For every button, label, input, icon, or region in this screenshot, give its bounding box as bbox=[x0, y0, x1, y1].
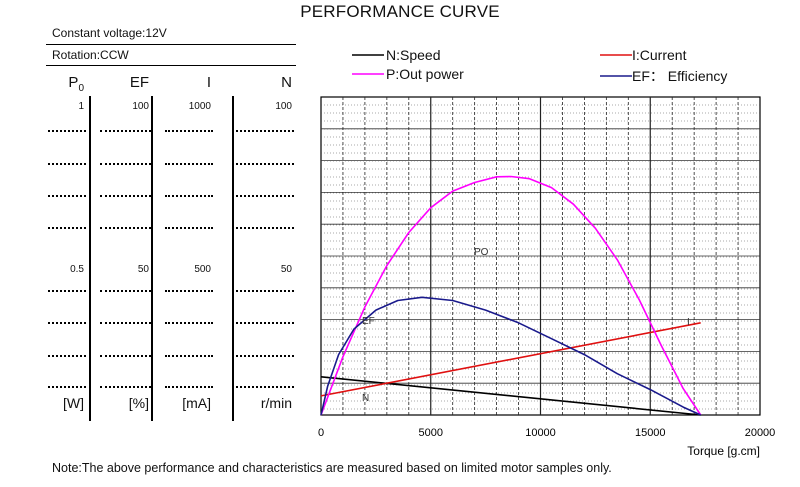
scale-value-mid: 50 bbox=[280, 264, 292, 275]
scale-value-top: 1 bbox=[78, 101, 84, 112]
dotted-row bbox=[48, 130, 86, 132]
x-axis-label: Torque [g.cm] bbox=[687, 444, 760, 458]
x-tick-label: 10000 bbox=[525, 427, 556, 439]
footnote: Note:The above performance and character… bbox=[52, 461, 612, 475]
x-tick-label: 20000 bbox=[745, 427, 776, 439]
legend-entry: P:Out power bbox=[386, 66, 464, 82]
dotted-row bbox=[100, 227, 151, 229]
series-label-po: PO bbox=[474, 247, 489, 258]
dotted-row bbox=[48, 163, 86, 165]
dotted-row bbox=[100, 322, 151, 324]
legend-entry: N:Speed bbox=[386, 47, 440, 63]
rotation-label: Rotation:CCW bbox=[52, 48, 129, 62]
column-divider bbox=[151, 96, 153, 421]
dotted-row bbox=[165, 130, 213, 132]
dotted-row bbox=[236, 386, 294, 388]
series-line-ef bbox=[320, 296, 702, 416]
dotted-row bbox=[100, 355, 151, 357]
column-header-2: I bbox=[151, 74, 211, 91]
dotted-row bbox=[100, 195, 151, 197]
unit-label: [W] bbox=[63, 395, 84, 411]
chart-title: PERFORMANCE CURVE bbox=[300, 2, 500, 21]
column-header-label: P bbox=[68, 74, 79, 91]
column-header-1: EF bbox=[89, 74, 149, 91]
x-tick-label: 0 bbox=[318, 427, 324, 439]
divider bbox=[46, 44, 296, 45]
scale-value-top: 100 bbox=[275, 101, 292, 112]
dotted-row bbox=[165, 163, 213, 165]
dotted-row bbox=[100, 130, 151, 132]
dotted-row bbox=[165, 322, 213, 324]
divider bbox=[46, 65, 296, 66]
voltage-label: Constant voltage:12V bbox=[52, 26, 167, 40]
dotted-row bbox=[236, 195, 294, 197]
scale-value-mid: 0.5 bbox=[70, 264, 84, 275]
column-header-subscript: 0 bbox=[78, 83, 84, 94]
dotted-row bbox=[236, 163, 294, 165]
scale-value-mid: 50 bbox=[137, 264, 149, 275]
unit-label: [%] bbox=[128, 395, 149, 411]
dotted-row bbox=[48, 227, 86, 229]
scale-value-top: 100 bbox=[132, 101, 149, 112]
dotted-row bbox=[165, 386, 213, 388]
dotted-row bbox=[165, 355, 213, 357]
column-header-label: N bbox=[281, 74, 292, 91]
dotted-row bbox=[48, 195, 86, 197]
series-label-i: I bbox=[687, 317, 690, 328]
unit-label: r/min bbox=[260, 395, 292, 411]
column-header-label: I bbox=[206, 74, 211, 91]
dotted-row bbox=[236, 290, 294, 292]
x-tick-label: 5000 bbox=[419, 427, 443, 439]
series-line-po bbox=[320, 175, 702, 416]
dotted-row bbox=[236, 355, 294, 357]
column-header-3: N bbox=[232, 74, 292, 91]
dotted-row bbox=[236, 130, 294, 132]
dotted-row bbox=[100, 163, 151, 165]
dotted-row bbox=[165, 195, 213, 197]
column-divider bbox=[232, 96, 234, 421]
dotted-row bbox=[48, 386, 86, 388]
scale-value-top: 1000 bbox=[188, 101, 211, 112]
dotted-row bbox=[100, 386, 151, 388]
column-divider bbox=[89, 96, 91, 421]
legend-entry: EF： Efficiency bbox=[632, 68, 727, 84]
unit-label: [mA] bbox=[182, 395, 211, 411]
dotted-row bbox=[165, 227, 213, 229]
dotted-row bbox=[236, 227, 294, 229]
dotted-row bbox=[48, 355, 86, 357]
x-tick-label: 15000 bbox=[635, 427, 666, 439]
dotted-row bbox=[100, 290, 151, 292]
column-header-label: EF bbox=[129, 74, 149, 91]
dotted-row bbox=[165, 290, 213, 292]
series-label-n: N bbox=[362, 393, 369, 404]
series-label-ef: EF bbox=[362, 316, 375, 327]
dotted-row bbox=[236, 322, 294, 324]
legend-entry: I:Current bbox=[632, 47, 687, 63]
scale-value-mid: 500 bbox=[194, 264, 211, 275]
series-line-i bbox=[320, 322, 701, 397]
dotted-row bbox=[48, 322, 86, 324]
column-header-0: P0 bbox=[24, 74, 84, 94]
dotted-row bbox=[48, 290, 86, 292]
